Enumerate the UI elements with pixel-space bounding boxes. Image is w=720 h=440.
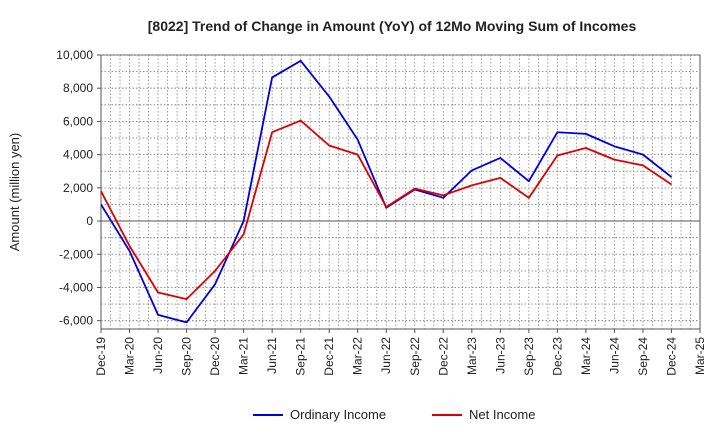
x-tick-label: Jun-20 [151,337,165,374]
legend-label-net-income: Net Income [469,407,535,422]
y-tick-label: 0 [86,214,93,228]
x-tick-label: Dec-23 [550,337,564,376]
x-tick-label: Mar-25 [693,337,707,375]
x-tick-label: Dec-24 [664,337,678,376]
x-tick-label: Sep-21 [294,337,308,376]
legend-label-ordinary-income: Ordinary Income [290,407,386,422]
y-tick-label: 6,000 [63,114,93,128]
x-tick-label: Jun-21 [265,337,279,374]
y-tick-label: 2,000 [63,181,93,195]
x-tick-label: Jun-24 [607,337,621,374]
y-tick-label: 10,000 [56,48,93,62]
x-tick-label: Sep-24 [636,337,650,376]
x-tick-label: Jun-23 [493,337,507,374]
x-tick-label: Mar-22 [351,337,365,375]
x-tick-label: Dec-21 [322,337,336,376]
series-lines [100,59,673,324]
y-axis-ticks: -6,000 -4,000 -2,000 0 2,000 4,000 6,000 8,000 1… [56,48,101,328]
x-tick-label: Sep-23 [522,337,536,376]
x-tick-label: Dec-20 [208,337,222,376]
y-tick-label: -2,000 [59,247,93,261]
x-axis-ticks: Dec-19 Mar-20 Jun-20 Sep-20 Dec-20 Mar-21 Jun-… [94,329,707,376]
series-line-net-income [100,119,672,301]
y-tick-label: 4,000 [63,148,93,162]
x-tick-label: Mar-23 [465,337,479,375]
y-axis-label: Amount (million yen) [7,133,22,252]
x-tick-label: Dec-22 [436,337,450,376]
x-tick-label: Sep-22 [408,337,422,376]
x-tick-label: Jun-22 [379,337,393,374]
legend: Ordinary Income Net Income [253,407,535,422]
x-tick-label: Sep-20 [180,337,194,376]
grid-lines [101,54,700,329]
y-tick-label: -6,000 [59,314,93,328]
x-tick-label: Mar-24 [579,337,593,375]
y-tick-label: -4,000 [59,280,93,294]
chart-title: [8022] Trend of Change in Amount (YoY) o… [148,18,637,34]
x-tick-label: Mar-21 [237,337,251,375]
y-tick-label: 8,000 [63,81,93,95]
plot-area [100,54,701,330]
x-tick-label: Dec-19 [94,337,108,376]
x-tick-label: Mar-20 [123,337,137,375]
